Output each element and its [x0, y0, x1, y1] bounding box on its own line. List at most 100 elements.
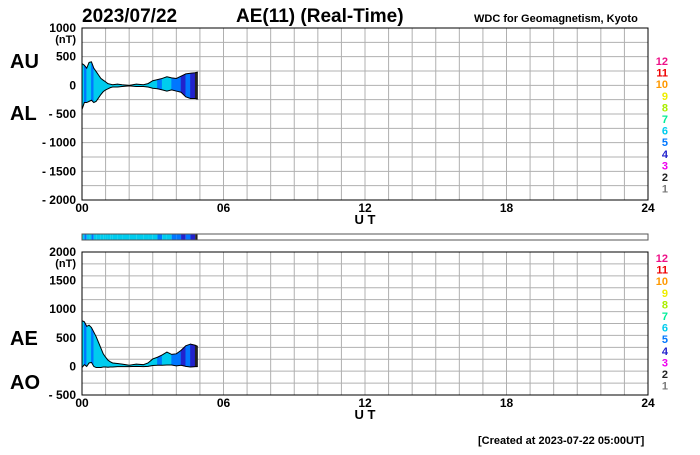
au-al-plot: 1000 500 0 - 500 - 1000 - 1500 - 2000 (nT) 00 06 1…	[10, 21, 655, 227]
y-tick-label: - 2000	[42, 193, 76, 207]
band-segment	[181, 234, 186, 240]
series-line-al	[81, 85, 198, 110]
area-segment	[166, 76, 172, 92]
band-segment	[190, 234, 196, 240]
source-label: WDC for Geomagnetism, Kyoto	[474, 13, 638, 25]
series-line-ao	[81, 361, 198, 369]
x-tick-label: 24	[641, 396, 655, 410]
series-label-au: AU	[10, 51, 39, 73]
x-tick-label: 18	[500, 396, 514, 410]
band-segment	[162, 234, 167, 240]
band-segment	[195, 234, 198, 240]
area-segment	[194, 71, 198, 100]
legend-level: 7	[662, 311, 668, 323]
band-segment	[89, 234, 92, 240]
band-segment	[103, 234, 106, 240]
legend-level: 9	[662, 91, 668, 103]
legend-level: 5	[662, 334, 668, 346]
band-segment	[117, 234, 123, 240]
legend-level: 2	[662, 172, 668, 184]
area-segment	[157, 78, 163, 91]
band-segment	[185, 234, 191, 240]
legend-level: 11	[656, 68, 668, 80]
band-segment	[136, 234, 144, 240]
legend-level: 5	[662, 137, 668, 149]
x-tick-label: 12	[358, 396, 372, 410]
date-label: 2023/07/22	[82, 6, 177, 27]
series-label-al: AL	[10, 103, 37, 125]
legend-level: 3	[662, 160, 668, 172]
y-tick-label: - 1000	[42, 136, 76, 150]
created-label: [Created at 2023-07-22 05:00UT]	[478, 435, 645, 447]
y-tick-label: 2000	[49, 245, 76, 259]
area-segment	[84, 321, 88, 367]
legend-level: 6	[662, 323, 668, 335]
legend-level: 6	[662, 126, 668, 138]
ae-ao-plot: 2000 1500 1000 500 0 - 500 (nT) 00 06 12 18 24 U T AE…	[10, 245, 655, 422]
legend-level: 1	[662, 381, 668, 393]
y-tick-label: 0	[69, 78, 76, 92]
series-line-ae	[81, 320, 198, 366]
band-segment	[143, 234, 149, 240]
band-segment	[110, 234, 113, 240]
plot-frame	[81, 251, 649, 396]
x-tick-label: 06	[217, 396, 231, 410]
band-segment	[166, 234, 172, 240]
area-segment	[161, 76, 168, 92]
legend-level: 8	[662, 299, 668, 311]
legend-level: 10	[656, 79, 668, 91]
legend-level: 7	[662, 114, 668, 126]
band-segment	[112, 234, 118, 240]
band-segment	[107, 234, 111, 240]
series-label-ao: AO	[10, 372, 40, 394]
area-segment	[91, 327, 95, 368]
band-segment	[105, 234, 108, 240]
legend-level: 4	[662, 346, 669, 358]
band-frame	[81, 233, 649, 241]
area-segment	[84, 64, 88, 103]
legend-level: 12	[656, 253, 668, 265]
activity-band	[81, 233, 649, 241]
band-segment	[176, 234, 182, 240]
area-segment	[86, 324, 90, 368]
band-segment	[86, 234, 90, 240]
x-axis-label: U T	[355, 212, 376, 227]
band-segment	[148, 234, 153, 240]
legend-level: 3	[662, 357, 668, 369]
series-line-au	[81, 61, 198, 86]
band-segment	[122, 234, 130, 240]
band-segment	[157, 234, 163, 240]
plot-frame	[81, 27, 649, 201]
area-segment	[171, 77, 177, 92]
area-segment	[93, 67, 97, 104]
y-tick-label: 500	[56, 331, 76, 345]
y-unit-label: (nT)	[55, 258, 76, 270]
legend-level: 4	[662, 149, 669, 161]
band-segment	[93, 234, 97, 240]
area-segment	[185, 343, 191, 368]
area-segment	[88, 61, 92, 102]
area-segment	[171, 353, 177, 367]
band-segment	[98, 234, 101, 240]
band-segment	[152, 234, 158, 240]
legend-level: 1	[662, 184, 668, 196]
area-segment	[194, 344, 198, 367]
legend-level: 8	[662, 102, 668, 114]
area-segment	[93, 331, 97, 369]
area-segment	[190, 72, 196, 99]
grid	[82, 252, 648, 395]
legend-level: 2	[662, 369, 668, 381]
x-tick-label: 18	[500, 201, 514, 215]
band-segment	[100, 234, 104, 240]
y-tick-label: 500	[56, 50, 76, 64]
band-segment	[91, 234, 94, 240]
chart-title: AE(11) (Real-Time)	[236, 6, 404, 27]
band-segment	[129, 234, 137, 240]
y-unit-label: (nT)	[55, 34, 76, 46]
y-tick-label: 0	[69, 359, 76, 373]
band-segment	[84, 234, 87, 240]
area-segment	[88, 324, 92, 364]
area-segment	[95, 70, 99, 103]
